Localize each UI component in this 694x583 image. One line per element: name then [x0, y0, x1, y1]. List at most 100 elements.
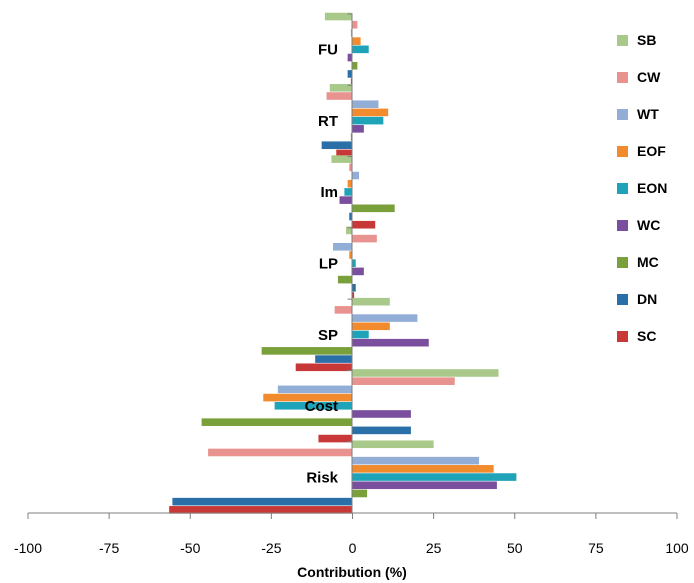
legend-swatch-eon [617, 183, 628, 194]
bar-lp-wc [352, 267, 364, 276]
legend-swatch-sb [617, 35, 628, 46]
bar-fu-cw [352, 20, 358, 29]
bar-rt-eon [352, 116, 384, 125]
x-tick-label: 50 [507, 540, 523, 556]
legend-swatch-sc [617, 331, 628, 342]
bar-lp-wt [333, 243, 353, 251]
bar-rt-dn [321, 141, 353, 150]
bar-risk-cw [208, 448, 353, 457]
category-labels-group: FU RT Im LP SP Cost Risk [305, 42, 339, 487]
bar-lp-dn [352, 284, 356, 292]
x-tick-label: -75 [99, 540, 119, 556]
bar-risk-wt [352, 456, 480, 465]
bar-risk-sb [352, 440, 434, 449]
bar-im-eon [344, 188, 353, 196]
bar-lp-mc [337, 275, 353, 284]
legend-label-eon: EON [637, 180, 667, 196]
bar-im-wc [339, 196, 353, 204]
bars-group [169, 12, 517, 514]
legend-label-eof: EOF [637, 143, 666, 159]
bar-fu-mc [352, 61, 358, 70]
legend-label-cw: CW [637, 69, 661, 85]
bar-cost-wt [277, 385, 353, 394]
bar-fu-wc [347, 53, 353, 62]
bar-cost-cw [352, 377, 455, 385]
bar-risk-mc [352, 489, 368, 498]
y-ticks-group [347, 13, 353, 514]
bar-lp-eon [352, 259, 356, 267]
bar-cost-eof [263, 393, 353, 402]
bar-risk-sc [169, 506, 353, 514]
bar-im-cw [349, 163, 353, 172]
bar-risk-dn [172, 497, 353, 506]
x-tick-label: -100 [14, 540, 42, 556]
bar-sp-eon [352, 330, 369, 339]
axes-group [28, 14, 677, 514]
bar-rt-eof [352, 108, 389, 117]
legend-swatch-wt [617, 109, 628, 120]
x-axis-title: Contribution (%) [297, 564, 407, 580]
bar-risk-eon [352, 473, 517, 481]
x-tick-label: -25 [261, 540, 281, 556]
bar-cost-sc [318, 434, 353, 443]
legend-swatch-cw [617, 72, 628, 83]
bar-fu-dn [347, 70, 353, 78]
bar-sp-eof [352, 322, 390, 331]
bar-im-mc [352, 204, 395, 213]
bar-risk-wc [352, 481, 497, 490]
bar-rt-wt [352, 100, 379, 109]
bar-fu-sb [324, 12, 353, 21]
x-tick-label: 0 [349, 540, 357, 556]
bar-lp-sc [352, 292, 355, 300]
bar-fu-eon [352, 45, 369, 54]
category-label-rt: RT [318, 113, 338, 130]
category-label-cost: Cost [305, 398, 338, 415]
bar-im-sb [331, 155, 353, 163]
bar-rt-sc [336, 149, 353, 158]
bar-risk-eof [352, 465, 494, 473]
bar-rt-cw [326, 92, 353, 100]
x-ticks-group: -100 -75 -50 -25 0 25 50 75 100 [14, 513, 689, 556]
category-label-sp: SP [318, 327, 338, 344]
bar-rt-wc [352, 125, 364, 133]
bar-fu-eof [352, 37, 361, 45]
legend-label-sb: SB [637, 32, 656, 48]
bar-sp-mc [261, 347, 353, 355]
bar-cost-wc [352, 410, 411, 418]
legend-label-wc: WC [637, 217, 660, 233]
bar-im-wt [352, 171, 359, 180]
bar-cost-mc [201, 418, 353, 426]
bar-rt-sb [329, 84, 353, 92]
category-label-im: Im [320, 184, 338, 201]
bar-cost-eon [274, 401, 353, 410]
bar-sp-cw [334, 306, 353, 314]
bar-sp-dn [315, 355, 353, 363]
category-label-risk: Risk [306, 469, 338, 486]
bar-lp-eof [349, 251, 353, 259]
bar-cost-dn [352, 426, 411, 435]
x-tick-label: 75 [588, 540, 604, 556]
legend-swatch-mc [617, 257, 628, 268]
legend-label-dn: DN [637, 291, 657, 307]
legend-swatch-eof [617, 146, 628, 157]
legend-label-wt: WT [637, 106, 659, 122]
bar-im-dn [349, 212, 353, 221]
bar-cost-sb [352, 369, 499, 377]
legend-swatch-wc [617, 220, 628, 231]
category-label-fu: FU [318, 42, 338, 59]
bar-im-eof [347, 179, 353, 188]
bar-sp-sb [352, 297, 390, 306]
x-tick-label: 25 [426, 540, 442, 556]
bar-sp-wt [352, 314, 418, 322]
x-tick-label: -50 [180, 540, 200, 556]
bar-lp-cw [352, 234, 377, 243]
bar-sp-wc [352, 338, 429, 347]
bar-im-sc [352, 220, 376, 229]
bar-sp-sc [295, 363, 353, 372]
x-tick-label: 100 [665, 540, 689, 556]
bar-lp-sb [346, 226, 353, 235]
category-label-lp: LP [319, 256, 338, 273]
legend-label-sc: SC [637, 328, 656, 344]
legend: SB CW WT EOF EON WC MC DN SC [617, 32, 667, 344]
